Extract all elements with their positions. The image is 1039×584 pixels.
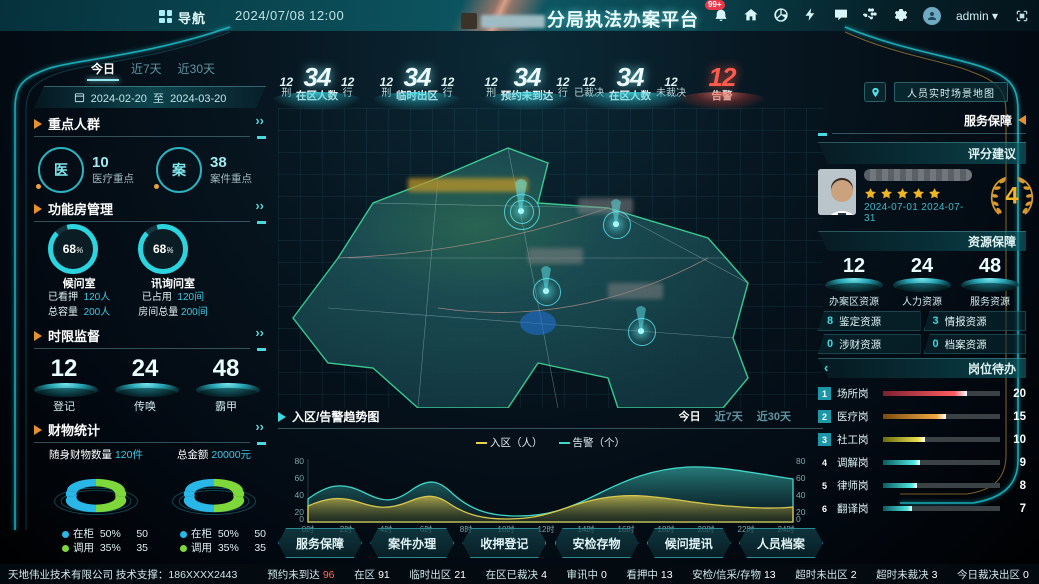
svg-text:40: 40 (796, 490, 806, 500)
svg-text:60: 60 (796, 473, 806, 483)
svg-text:4: 4 (1005, 183, 1019, 210)
svg-text:0: 0 (796, 514, 801, 524)
svg-text:80: 80 (295, 456, 305, 466)
svg-text:40: 40 (295, 490, 305, 500)
svg-text:0: 0 (299, 514, 304, 524)
svg-text:80: 80 (796, 456, 806, 466)
svg-text:60: 60 (295, 473, 305, 483)
